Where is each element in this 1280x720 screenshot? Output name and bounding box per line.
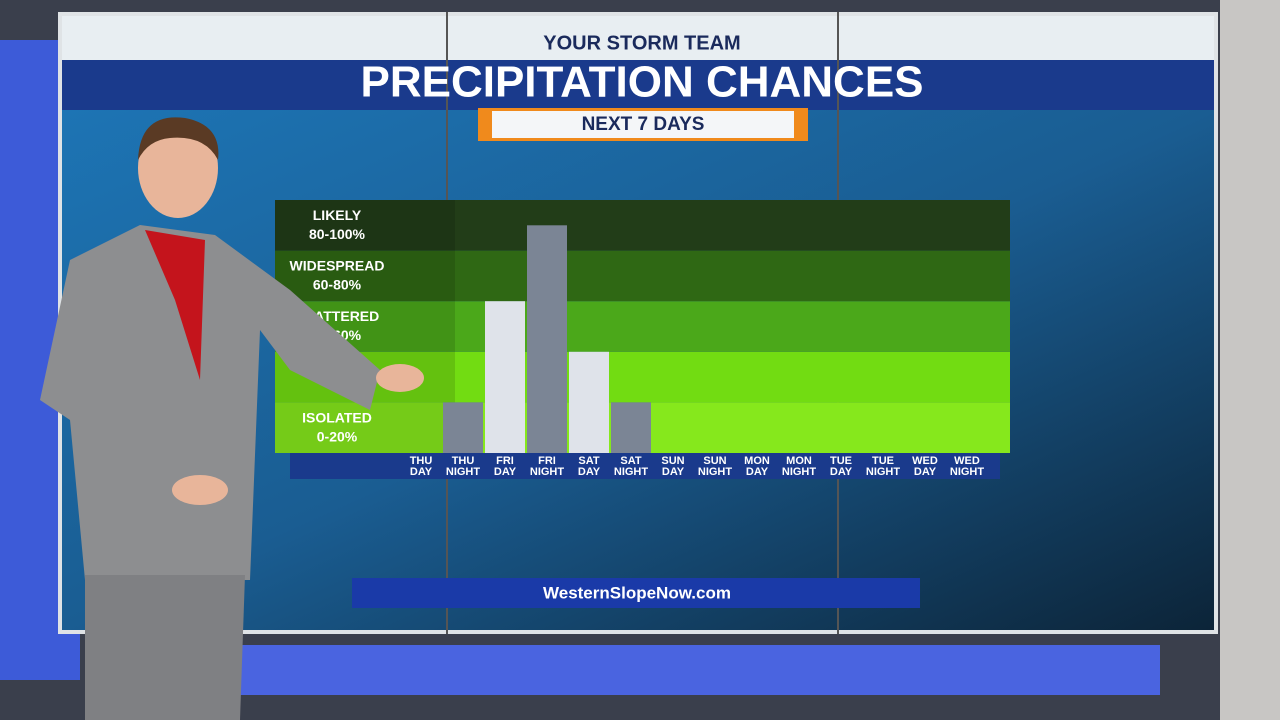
bar (569, 351, 609, 453)
footer-url: WesternSlopeNow.com (543, 583, 731, 602)
band-range: 0-20% (317, 428, 358, 444)
x-tick-label: TUE DAY (829, 455, 853, 478)
x-tick-label: WED NIGHT (949, 455, 985, 478)
band-name: LIKELY (313, 207, 362, 223)
bar (485, 301, 525, 453)
subtitle-inner (492, 111, 794, 138)
bar (443, 402, 483, 453)
hair (138, 117, 219, 160)
hand (172, 475, 228, 505)
shirt (145, 230, 205, 380)
band (275, 250, 1010, 302)
x-tick-label: MON NIGHT (781, 455, 817, 478)
x-tick-label: MON DAY (744, 455, 770, 478)
top-strip (62, 16, 1214, 60)
head (138, 118, 218, 218)
band-label-bg (275, 200, 455, 251)
x-tick-label: SAT NIGHT (613, 455, 649, 478)
hand (376, 364, 424, 392)
subtitle: NEXT 7 DAYS (582, 114, 705, 135)
band-label-bg (275, 402, 455, 453)
x-tick-label: THU DAY (409, 455, 433, 478)
x-tick-label: SUN NIGHT (697, 455, 733, 478)
floor-light (230, 645, 1160, 695)
x-tick-label: SUN DAY (661, 455, 685, 478)
band (275, 200, 1010, 251)
band-range: 80-100% (309, 226, 366, 242)
title-band (62, 60, 1214, 110)
suit (40, 225, 380, 580)
trousers (85, 575, 245, 720)
bar (527, 225, 567, 453)
x-tick-label: THU NIGHT (445, 455, 481, 478)
band-range: 60-80% (313, 277, 362, 293)
band-label-bg (275, 250, 455, 302)
band-name: ISOLATED (302, 409, 372, 425)
band-name: WIDESPREAD (290, 258, 385, 274)
x-tick-label: TUE NIGHT (865, 455, 901, 478)
footer-bar (352, 578, 920, 608)
category-strip (290, 453, 1000, 479)
x-tick-label: SAT DAY (577, 455, 601, 478)
x-tick-label: FRI DAY (493, 455, 517, 478)
bar (611, 402, 651, 453)
title: PRECIPITATION CHANCES (360, 58, 923, 107)
band (275, 301, 1010, 352)
presenter (40, 117, 424, 720)
wall (1220, 0, 1280, 720)
kicker: YOUR STORM TEAM (543, 32, 740, 54)
x-tick-label: FRI NIGHT (529, 455, 565, 478)
x-tick-label: WED DAY (912, 455, 938, 478)
